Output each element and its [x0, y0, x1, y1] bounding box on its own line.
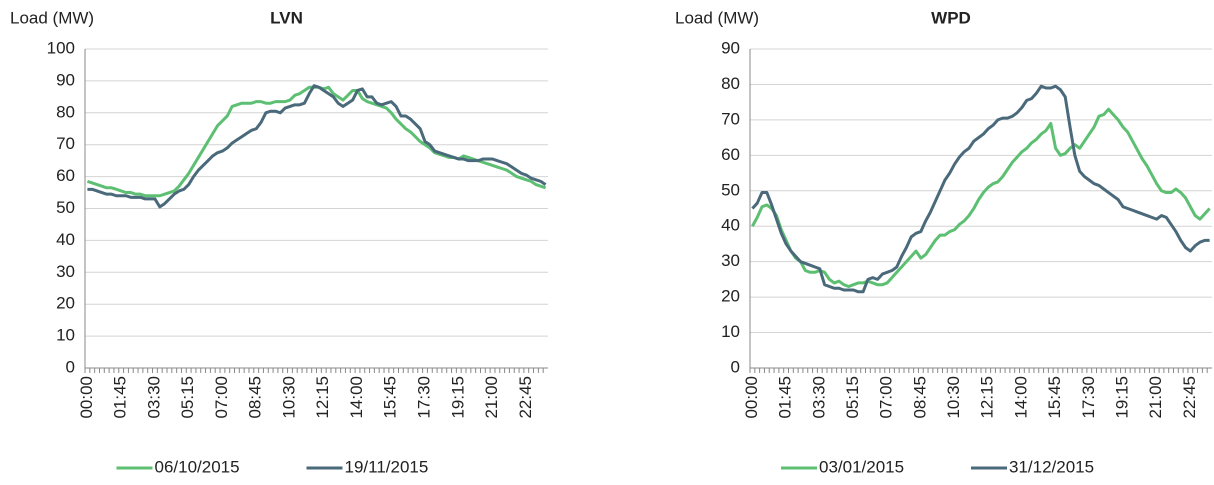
- y-tick-label: 0: [731, 357, 740, 376]
- x-tick-label: 12:15: [313, 376, 332, 419]
- y-tick-label: 0: [66, 357, 75, 376]
- legend-label: 03/01/2015: [819, 457, 904, 476]
- x-tick-label: 15:45: [1045, 376, 1064, 419]
- x-tick-label: 14:00: [347, 376, 366, 419]
- y-tick-label: 60: [721, 145, 740, 164]
- chart-title: WPD: [931, 8, 971, 27]
- y-tick-label: 40: [721, 216, 740, 235]
- x-tick-label: 05:15: [843, 376, 862, 419]
- y-tick-label: 60: [56, 166, 75, 185]
- x-tick-label: 10:30: [279, 376, 298, 419]
- y-tick-label: 30: [56, 262, 75, 281]
- x-tick-label: 03:30: [144, 376, 163, 419]
- x-tick-label: 08:45: [910, 376, 929, 419]
- chart-title: LVN: [270, 8, 303, 27]
- x-tick-label: 22:45: [1180, 376, 1199, 419]
- y-tick-label: 10: [56, 326, 75, 345]
- y-tick-label: 30: [721, 251, 740, 270]
- y-tick-label: 40: [56, 230, 75, 249]
- y-tick-label: 20: [56, 294, 75, 313]
- x-tick-label: 21:00: [482, 376, 501, 419]
- y-axis-label: Load (MW): [10, 8, 94, 27]
- y-tick-label: 70: [56, 134, 75, 153]
- x-tick-label: 00:00: [742, 376, 761, 419]
- y-tick-label: 80: [56, 102, 75, 121]
- legend-label: 19/11/2015: [345, 457, 429, 476]
- y-tick-label: 10: [721, 322, 740, 341]
- x-tick-label: 17:30: [415, 376, 434, 419]
- y-tick-label: 100: [47, 38, 75, 57]
- x-tick-label: 08:45: [246, 376, 265, 419]
- x-tick-label: 07:00: [877, 376, 896, 419]
- x-tick-label: 15:45: [381, 376, 400, 419]
- y-tick-label: 50: [721, 180, 740, 199]
- x-tick-label: 01:45: [111, 376, 130, 419]
- y-axis-label: Load (MW): [675, 8, 759, 27]
- x-tick-label: 19:15: [448, 376, 467, 419]
- legend-label: 31/12/2015: [1009, 457, 1094, 476]
- x-tick-label: 12:15: [978, 376, 997, 419]
- x-tick-label: 03:30: [809, 376, 828, 419]
- y-tick-label: 50: [56, 198, 75, 217]
- x-tick-label: 00:00: [77, 376, 96, 419]
- y-tick-label: 90: [56, 70, 75, 89]
- series-line: [751, 107, 1211, 288]
- x-tick-label: 21:00: [1146, 376, 1165, 419]
- x-tick-label: 14:00: [1011, 376, 1030, 419]
- y-tick-label: 70: [721, 109, 740, 128]
- x-tick-label: 19:15: [1112, 376, 1131, 419]
- series-line: [86, 85, 547, 198]
- y-tick-label: 90: [721, 38, 740, 57]
- x-tick-label: 01:45: [776, 376, 795, 419]
- legend-label: 06/10/2015: [155, 457, 240, 476]
- x-tick-label: 17:30: [1079, 376, 1098, 419]
- x-tick-label: 05:15: [178, 376, 197, 419]
- x-tick-label: 22:45: [516, 376, 535, 419]
- x-tick-label: 07:00: [212, 376, 231, 419]
- series-line: [751, 84, 1210, 294]
- y-tick-label: 80: [721, 74, 740, 93]
- x-tick-label: 10:30: [944, 376, 963, 419]
- y-tick-label: 20: [721, 287, 740, 306]
- series-line: [87, 84, 547, 209]
